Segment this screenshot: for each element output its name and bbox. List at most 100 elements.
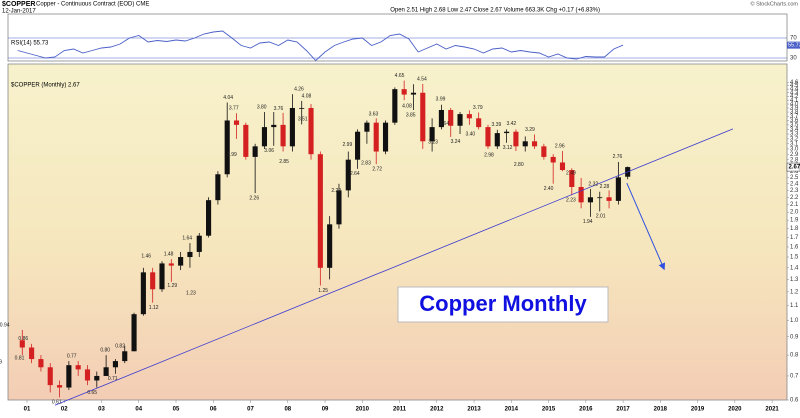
- price-annotation: 3.12: [503, 145, 513, 151]
- candle-body: [494, 133, 500, 147]
- y-tick-label: 4.6: [790, 80, 799, 86]
- candle-body: [317, 154, 323, 268]
- y-tick-label: 0.7: [790, 374, 799, 380]
- x-tick-label: 2011: [393, 407, 407, 413]
- x-tick-label: 09: [322, 407, 329, 413]
- x-tick-label: 07: [247, 407, 254, 413]
- x-tick-label: 2018: [654, 407, 668, 413]
- price-annotation: 2.96: [555, 143, 565, 149]
- price-annotation: 0.79: [0, 359, 2, 365]
- y-tick-label: 4.5: [790, 83, 799, 89]
- x-tick-label: 02: [61, 407, 68, 413]
- candle-body: [178, 257, 184, 266]
- y-tick-label: 1.1: [790, 303, 799, 309]
- rsi-panel: [7, 13, 788, 62]
- y-tick-label: 2.6: [790, 169, 799, 175]
- price-annotation: 3.23: [428, 140, 438, 146]
- last-price-label: 2.67: [789, 165, 800, 171]
- x-tick-label: 05: [173, 407, 180, 413]
- candle-body: [252, 146, 258, 157]
- candle-body: [38, 359, 44, 368]
- candle-body: [159, 263, 165, 290]
- candle-body: [587, 197, 593, 203]
- candle-body: [280, 124, 286, 147]
- candle-body: [522, 141, 528, 147]
- price-annotation: 2.99: [343, 142, 353, 148]
- price-annotation: 4.26: [294, 87, 304, 93]
- price-annotation: 3.99: [436, 97, 446, 103]
- candle-body: [420, 92, 426, 142]
- price-annotation: 2.76: [613, 154, 623, 160]
- candle-body: [364, 122, 370, 132]
- price-annotation: 4.65: [395, 73, 405, 79]
- price-annotation: 0.71: [108, 376, 118, 382]
- candle-body: [578, 187, 584, 203]
- rsi-last-tag: [787, 41, 800, 49]
- callout: Copper Monthly: [419, 291, 587, 316]
- rsi-tick-label: 30: [790, 56, 797, 62]
- price-annotation: 3.29: [525, 127, 535, 133]
- price-annotation: 3.85: [406, 112, 416, 118]
- candle-body: [597, 197, 603, 199]
- candle-body: [327, 224, 333, 268]
- y-tick-label: 3.5: [790, 122, 799, 128]
- y-tick-label: 1.2: [790, 289, 799, 295]
- y-tick-label: 0.8: [790, 353, 799, 359]
- y-tick-label: 1.3: [790, 277, 799, 283]
- x-tick-label: 08: [284, 407, 291, 413]
- candle-body: [438, 109, 444, 128]
- price-annotation: 2.28: [600, 184, 610, 190]
- price-annotation: 3.40: [465, 132, 475, 138]
- x-tick-label: 01: [24, 407, 31, 413]
- x-tick-label: 2015: [542, 407, 556, 413]
- x-tick-label: 06: [210, 407, 217, 413]
- y-tick-label: 3.7: [790, 114, 799, 120]
- price-annotation: 2.72: [372, 167, 382, 173]
- price-annotation: 0.80: [100, 347, 110, 353]
- x-tick-label: 2012: [430, 407, 444, 413]
- x-tick-label: 2013: [467, 407, 481, 413]
- y-tick-label: 1.4: [790, 265, 799, 271]
- y-tick-label: 3.0: [790, 146, 799, 152]
- price-annotation: 2.80: [514, 162, 524, 168]
- price-annotation: 2.98: [484, 152, 494, 158]
- x-tick-label: 2017: [616, 407, 630, 413]
- candle-body: [410, 92, 417, 95]
- quote: Open 2.51 High 2.68 Low 2.47 Close 2.67 …: [390, 8, 600, 14]
- candle-body: [392, 89, 398, 123]
- y-tick-label: 4.0: [790, 102, 799, 108]
- price-annotation: 4.04: [223, 95, 233, 101]
- candle-body: [29, 347, 35, 360]
- description: Copper - Continuous Contract (EOD) CME: [36, 2, 149, 8]
- price-annotation: 2.83: [361, 160, 371, 166]
- y-tick-label: 0.6: [790, 398, 799, 404]
- y-tick-label: 2.9: [790, 152, 799, 158]
- x-tick-label: 04: [135, 407, 142, 413]
- candle-body: [84, 369, 91, 381]
- price-annotation: 2.26: [249, 195, 259, 201]
- price-annotation: 1.94: [583, 219, 593, 225]
- y-tick-label: 3.2: [790, 136, 799, 142]
- candle-body: [112, 361, 118, 368]
- rsi-tick-label: 70: [790, 36, 797, 42]
- forecast-arrow: [626, 182, 666, 271]
- candle-body: [140, 272, 146, 315]
- x-tick-label: 2014: [505, 407, 519, 413]
- candle-body: [289, 107, 295, 147]
- y-tick-label: 3.1: [790, 141, 799, 147]
- candle-body: [541, 146, 547, 157]
- y-tick-label: 1.0: [790, 318, 799, 324]
- candle-body: [206, 200, 212, 236]
- y-tick-label: 0.9: [790, 334, 799, 340]
- price-annotation: 3.80: [257, 104, 267, 110]
- price-annotation: 3.63: [369, 111, 379, 117]
- price-annotation: 2.23: [566, 198, 576, 204]
- y-tick-label: 2.8: [790, 157, 799, 163]
- candle-body: [56, 385, 63, 388]
- candle-body: [215, 174, 221, 201]
- price-annotation: 4.08: [402, 103, 412, 109]
- price-annotation: 0.82: [115, 344, 125, 350]
- price-annotation: 1.48: [164, 251, 174, 257]
- price-annotation: 2.85: [279, 159, 289, 165]
